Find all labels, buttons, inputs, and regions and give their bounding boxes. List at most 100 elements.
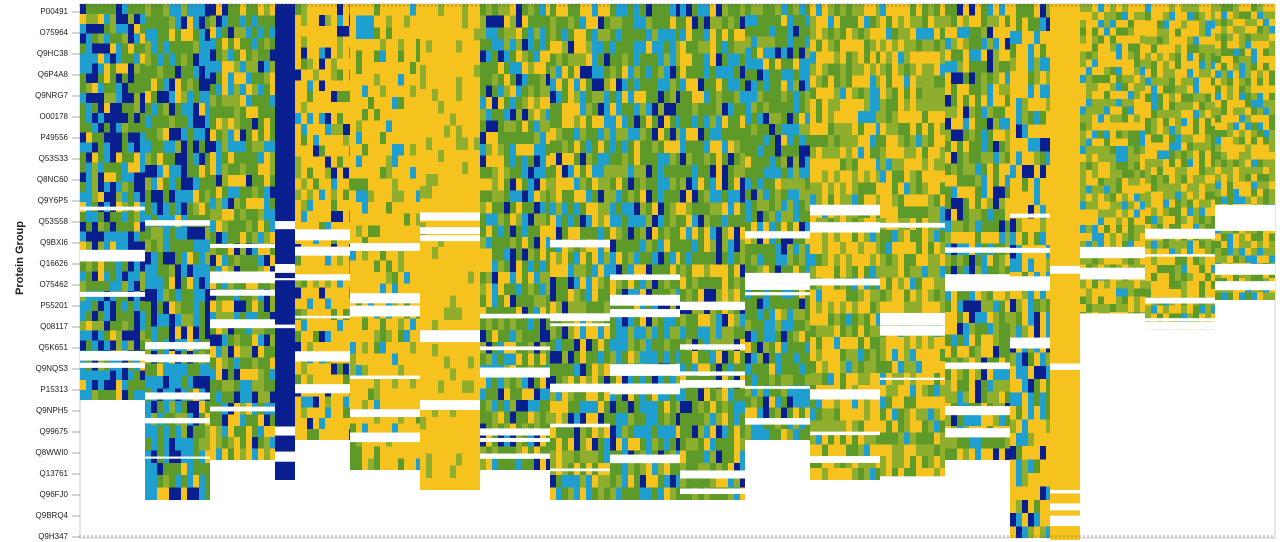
heatmap-texture	[704, 4, 710, 500]
heatmap-texture	[193, 4, 199, 500]
missing-band	[480, 428, 550, 436]
heatmap-texture	[975, 4, 981, 460]
missing-band	[80, 362, 145, 368]
heatmap-texture	[140, 4, 145, 400]
missing-band	[350, 293, 420, 304]
y-tick-label: Q9H347	[38, 532, 68, 541]
missing-band	[810, 456, 880, 463]
heatmap-texture	[676, 4, 680, 500]
heatmap-texture	[410, 4, 416, 470]
missing-band	[810, 204, 880, 216]
y-tick-label: Q99675	[40, 427, 69, 436]
missing-band	[610, 309, 680, 318]
heatmap-texture	[1245, 4, 1251, 300]
heatmap-texture	[740, 4, 745, 500]
heatmap-texture	[686, 4, 692, 500]
heatmap-texture	[1092, 4, 1098, 320]
missing-band	[1145, 318, 1215, 322]
y-tick-label: Q9BXI6	[40, 238, 69, 247]
heatmap-texture	[722, 4, 728, 500]
heatmap-texture	[1034, 4, 1040, 540]
heatmap-texture	[504, 4, 510, 470]
heatmap-texture	[404, 4, 410, 470]
missing-band	[550, 468, 610, 472]
heatmap-texture	[928, 4, 934, 480]
missing-band	[80, 351, 145, 361]
missing-band	[295, 229, 350, 241]
heatmap-texture	[1169, 4, 1175, 330]
heatmap-texture	[386, 4, 392, 470]
heatmap-texture	[1116, 4, 1122, 320]
heatmap-texture	[307, 4, 313, 440]
missing-band	[420, 330, 480, 343]
missing-band	[745, 272, 810, 283]
heatmap-texture	[568, 4, 574, 500]
missing-band	[810, 431, 880, 436]
missing-band	[210, 271, 275, 284]
missing-band	[350, 305, 420, 317]
heatmap-texture	[325, 4, 331, 440]
missing-band	[295, 315, 350, 319]
heatmap-texture	[374, 4, 380, 470]
heatmap-texture	[1187, 4, 1193, 330]
heatmap-texture	[438, 4, 444, 490]
heatmap-texture	[287, 4, 293, 480]
heatmap-texture	[450, 4, 456, 490]
missing-band	[420, 212, 480, 221]
heatmap-texture	[1104, 4, 1110, 320]
y-tick-label: P49556	[40, 133, 68, 142]
missing-band	[945, 362, 1010, 370]
missing-band	[1050, 506, 1080, 509]
missing-band	[680, 344, 745, 350]
heatmap-texture	[498, 4, 504, 470]
heatmap-texture	[999, 4, 1005, 460]
y-tick-label: Q13761	[40, 469, 69, 478]
heatmap-texture	[945, 4, 951, 460]
missing-band	[275, 324, 295, 329]
heatmap-texture	[787, 4, 793, 440]
heatmap-texture	[981, 4, 987, 460]
heatmap-texture	[692, 4, 698, 500]
heatmap-texture	[886, 4, 892, 480]
missing-band	[275, 426, 295, 436]
heatmap-texture	[252, 4, 258, 460]
heatmap-texture	[343, 4, 349, 440]
heatmap-texture	[1028, 4, 1034, 540]
missing-band	[275, 278, 295, 281]
heatmap-texture	[392, 4, 398, 470]
heatmap-texture	[169, 4, 175, 500]
y-tick-label: Q9NPH5	[36, 406, 69, 415]
heatmap-texture	[432, 4, 438, 490]
y-tick-label: Q96FJ0	[40, 490, 69, 499]
y-tick-label: Q53S58	[39, 217, 69, 226]
heatmap-texture	[1251, 4, 1257, 300]
heatmap-texture	[426, 4, 432, 490]
heatmap-texture	[799, 4, 805, 440]
missing-band	[880, 377, 945, 380]
heatmap-texture	[658, 4, 664, 500]
missing-band	[680, 380, 745, 388]
heatmap-texture	[228, 4, 234, 460]
heatmap-texture	[628, 4, 634, 500]
missing-band	[745, 386, 810, 389]
heatmap-texture	[281, 4, 287, 480]
heatmap-texture	[456, 4, 462, 490]
missing-band	[1145, 228, 1215, 239]
heatmap-texture	[1080, 4, 1086, 320]
missing-band	[1080, 246, 1145, 259]
missing-band	[480, 346, 550, 351]
heatmap-texture	[462, 4, 468, 490]
heatmap-texture	[876, 4, 880, 480]
missing-band	[1010, 280, 1050, 291]
heatmap-texture	[898, 4, 904, 480]
heatmap-texture	[580, 4, 586, 500]
missing-band	[1215, 204, 1275, 217]
heatmap-texture	[104, 4, 110, 400]
y-tick-label: O75964	[40, 28, 69, 37]
missing-band	[1145, 297, 1215, 304]
missing-band	[1215, 263, 1275, 275]
missing-band	[480, 313, 550, 319]
heatmap-texture	[444, 4, 450, 490]
heatmap-texture	[1227, 4, 1233, 300]
heatmap-texture	[1010, 4, 1016, 540]
